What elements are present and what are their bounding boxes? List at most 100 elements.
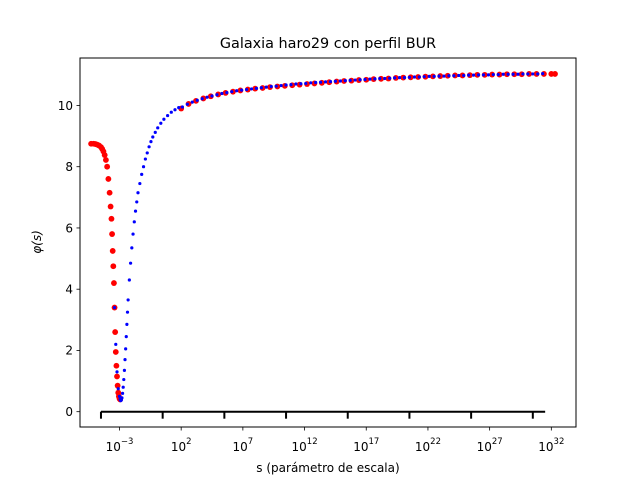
data-point-1-20 [128,261,133,265]
data-point-0-24 [114,382,121,389]
data-point-1-12 [122,368,127,372]
data-point-1-105 [486,73,490,77]
data-point-1-59 [259,86,263,90]
data-point-1-10 [121,385,125,389]
data-point-0-11 [105,176,112,182]
data-point-1-95 [437,74,441,78]
data-point-1-2 [115,370,119,374]
data-point-1-18 [126,298,130,302]
data-point-0-8 [101,152,108,158]
data-point-1-0 [112,305,117,310]
data-point-1-93 [427,74,431,78]
data-point-1-51 [220,91,224,96]
data-point-1-39 [166,113,170,118]
data-point-1-79 [358,78,362,82]
x-tick-label-6: 1027 [477,437,503,454]
data-point-1-116 [541,72,545,76]
x-tick-label-2: 107 [233,437,254,454]
data-point-1-109 [506,72,510,76]
data-point-1-13 [123,358,127,362]
data-point-1-115 [536,72,540,76]
data-point-0-12 [106,189,113,196]
data-point-1-87 [397,76,402,80]
data-point-0-20 [112,329,119,335]
data-point-1-48 [205,95,209,99]
data-point-1-81 [368,77,372,81]
data-point-1-83 [378,76,382,81]
data-point-1-21 [130,246,134,250]
data-point-1-19 [127,278,131,282]
y-tick-label-0: 0 [65,405,73,419]
data-point-1-55 [240,88,244,92]
data-point-1-40 [169,110,173,114]
data-point-1-76 [343,79,347,83]
scale-bar [99,410,546,419]
data-point-1-107 [496,72,500,77]
x-tick-label-1: 102 [171,437,192,454]
data-point-1-17 [125,310,130,314]
data-point-1-27 [138,181,142,186]
data-point-1-90 [412,75,416,79]
data-point-1-24 [133,209,138,213]
data-point-1-54 [235,89,239,93]
data-point-1-77 [348,78,352,82]
data-point-0-16 [109,248,116,254]
data-point-1-34 [151,135,155,139]
x-tick-label-3: 1012 [292,437,318,454]
data-point-1-45 [190,100,194,104]
data-point-1-36 [156,126,160,130]
data-point-1-38 [162,117,166,121]
y-tick-label-1: 2 [65,344,73,358]
data-point-1-92 [422,75,426,79]
data-point-0-14 [108,215,115,222]
x-axis: 10−3 102 107 1012 1017 1022 1027 1032 [106,427,564,454]
x-tick-label-4: 1017 [353,437,379,454]
data-point-1-98 [452,74,456,78]
data-point-0-10 [104,163,111,170]
data-point-1-41 [173,108,177,112]
data-point-1-43 [180,105,185,109]
data-point-1-62 [274,84,278,88]
data-point-1-97 [447,74,451,78]
data-point-1-4 [117,394,122,398]
data-point-1-8 [120,396,124,400]
data-point-0-17 [110,263,117,270]
data-point-1-99 [457,73,461,78]
data-point-1-71 [319,80,323,84]
data-point-1-65 [289,83,293,87]
data-point-1-16 [125,322,129,327]
y-axis-label: φ(s) [30,230,44,254]
data-point-1-80 [363,77,367,82]
data-point-0-15 [109,231,115,237]
data-point-1-96 [442,74,446,78]
data-point-1-113 [526,72,530,76]
data-point-1-32 [147,145,151,149]
data-point-1-25 [135,200,139,204]
x-tick-label-0: 10−3 [106,437,134,454]
data-point-1-26 [136,191,140,195]
data-point-1-1 [114,342,118,346]
data-point-0-80 [552,71,558,77]
data-point-1-46 [195,98,199,102]
data-series [88,71,558,403]
data-point-1-89 [407,75,412,79]
data-point-1-85 [388,76,392,80]
data-point-1-58 [254,86,259,90]
data-point-1-68 [304,81,308,86]
data-point-1-42 [177,106,181,110]
x-axis-label: s (parámetro de escala) [256,461,399,475]
data-point-1-23 [132,220,136,224]
data-point-0-23 [114,373,120,380]
data-point-1-104 [481,73,486,77]
data-point-1-82 [373,77,377,81]
data-point-1-29 [141,165,146,169]
data-point-1-84 [383,76,387,81]
data-point-1-106 [491,72,495,77]
y-axis: 0 2 4 6 8 10 [58,99,80,419]
data-point-1-37 [159,121,163,125]
data-point-1-57 [249,87,254,91]
data-point-1-30 [143,157,147,161]
data-point-1-49 [210,94,214,98]
y-tick-label-3: 6 [65,221,73,235]
data-point-0-9 [103,157,109,163]
